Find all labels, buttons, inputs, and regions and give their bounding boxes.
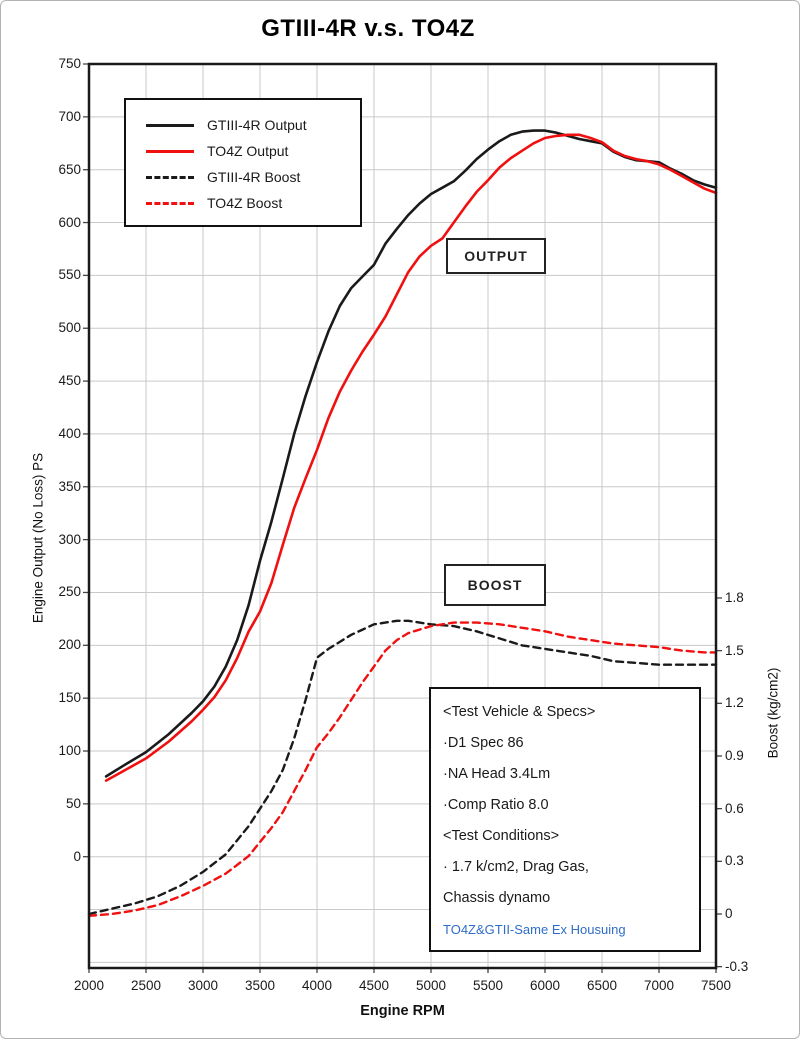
- y-right-tick-label: 0.3: [725, 853, 744, 869]
- legend-label: GTIII-4R Boost: [207, 169, 301, 185]
- specs-line: <Test Vehicle & Specs>: [443, 704, 596, 720]
- legend-label: TO4Z Output: [207, 143, 289, 159]
- specs-line: ·Comp Ratio 8.0: [443, 797, 549, 813]
- x-tick-label: 3000: [187, 978, 219, 993]
- x-tick-label: 6000: [529, 978, 561, 993]
- chart-title: GTIII-4R v.s. TO4Z: [261, 15, 475, 42]
- y-right-tick-label: 1.8: [725, 589, 744, 605]
- y-left-tick-label: 650: [58, 161, 81, 177]
- x-tick-label: 5000: [415, 978, 447, 993]
- y-left-tick-label: 50: [65, 795, 81, 811]
- gtiii-4r-output-curve: [104, 129, 718, 778]
- y-right-tick-label: -0.3: [725, 958, 749, 974]
- boost-callout-box: BOOST: [444, 564, 546, 606]
- chart-legend: GTIII-4R Output TO4Z Output GTIII-4R Boo…: [124, 98, 362, 227]
- x-tick-label: 5500: [472, 978, 504, 993]
- x-tick-label: 7000: [643, 978, 675, 993]
- y-left-tick-label: 350: [58, 478, 81, 494]
- to4z-output-curve: [104, 133, 718, 782]
- legend-line-sample-solid-black: [146, 123, 194, 127]
- y-axis-right-title: Boost (kg/cm2): [765, 667, 781, 759]
- y-right-tick-label: 0.6: [725, 800, 744, 816]
- y-left-tick-label: 700: [58, 108, 81, 124]
- to4z-boost-curve: [87, 621, 718, 917]
- x-tick-label: 2500: [130, 978, 162, 993]
- legend-item: TO4Z Output: [146, 138, 360, 164]
- y-right-tick-label: 1.2: [725, 695, 744, 711]
- output-callout-box: OUTPUT: [446, 238, 546, 274]
- y-left-tick-label: 450: [58, 373, 81, 389]
- legend-line-sample-solid-red: [146, 149, 194, 153]
- y-left-tick-label: 500: [58, 320, 81, 336]
- legend-item: GTIII-4R Boost: [146, 164, 360, 190]
- specs-line: ·NA Head 3.4Lm: [443, 766, 551, 782]
- specs-note-line: TO4Z&GTII-Same Ex Housuing: [443, 922, 626, 937]
- legend-item: TO4Z Boost: [146, 190, 360, 216]
- y-left-tick-label: 600: [58, 214, 81, 230]
- gtiii-4r-boost-curve: [87, 619, 718, 916]
- plot-border: [87, 62, 718, 970]
- y-left-tick-label: 550: [58, 267, 81, 283]
- y-left-tick-label: 100: [58, 743, 81, 758]
- y-axis-left-title: Engine Output (No Loss) PS: [30, 452, 46, 624]
- specs-line: · 1.7 k/cm2, Drag Gas,: [443, 859, 589, 875]
- y-left-tick-label: 400: [58, 425, 81, 441]
- y-left-tick-label: 0: [73, 848, 81, 864]
- x-tick-label: 6500: [586, 978, 618, 993]
- x-tick-label: 7500: [700, 978, 732, 993]
- y-left-tick-label: 250: [58, 584, 81, 600]
- x-tick-label: 3500: [244, 978, 276, 993]
- test-specs-box: <Test Vehicle & Specs> ·D1 Spec 86 ·NA H…: [429, 687, 701, 952]
- y-left-tick-label: 200: [58, 637, 81, 653]
- x-axis-title: Engine RPM: [360, 1003, 445, 1019]
- x-tick-label: 2000: [73, 978, 105, 993]
- specs-line: <Test Conditions>: [443, 828, 560, 844]
- y-left-tick-label: 750: [58, 56, 81, 71]
- x-tick-label: 4500: [358, 978, 390, 993]
- legend-line-sample-dashed-red: [146, 201, 194, 205]
- legend-item: GTIII-4R Output: [146, 112, 360, 138]
- y-right-tick-label: 0: [725, 906, 733, 921]
- y-right-tick-label: 0.9: [725, 747, 744, 763]
- x-tick-label: 4000: [301, 978, 333, 993]
- specs-line: Chassis dynamo: [443, 890, 551, 906]
- legend-label: TO4Z Boost: [207, 195, 283, 211]
- legend-line-sample-dashed-black: [146, 175, 194, 179]
- legend-label: GTIII-4R Output: [207, 117, 307, 133]
- y-left-tick-label: 300: [58, 531, 81, 547]
- specs-line: ·D1 Spec 86: [443, 735, 524, 751]
- y-left-tick-label: 150: [58, 690, 81, 706]
- y-right-tick-label: 1.5: [725, 642, 744, 658]
